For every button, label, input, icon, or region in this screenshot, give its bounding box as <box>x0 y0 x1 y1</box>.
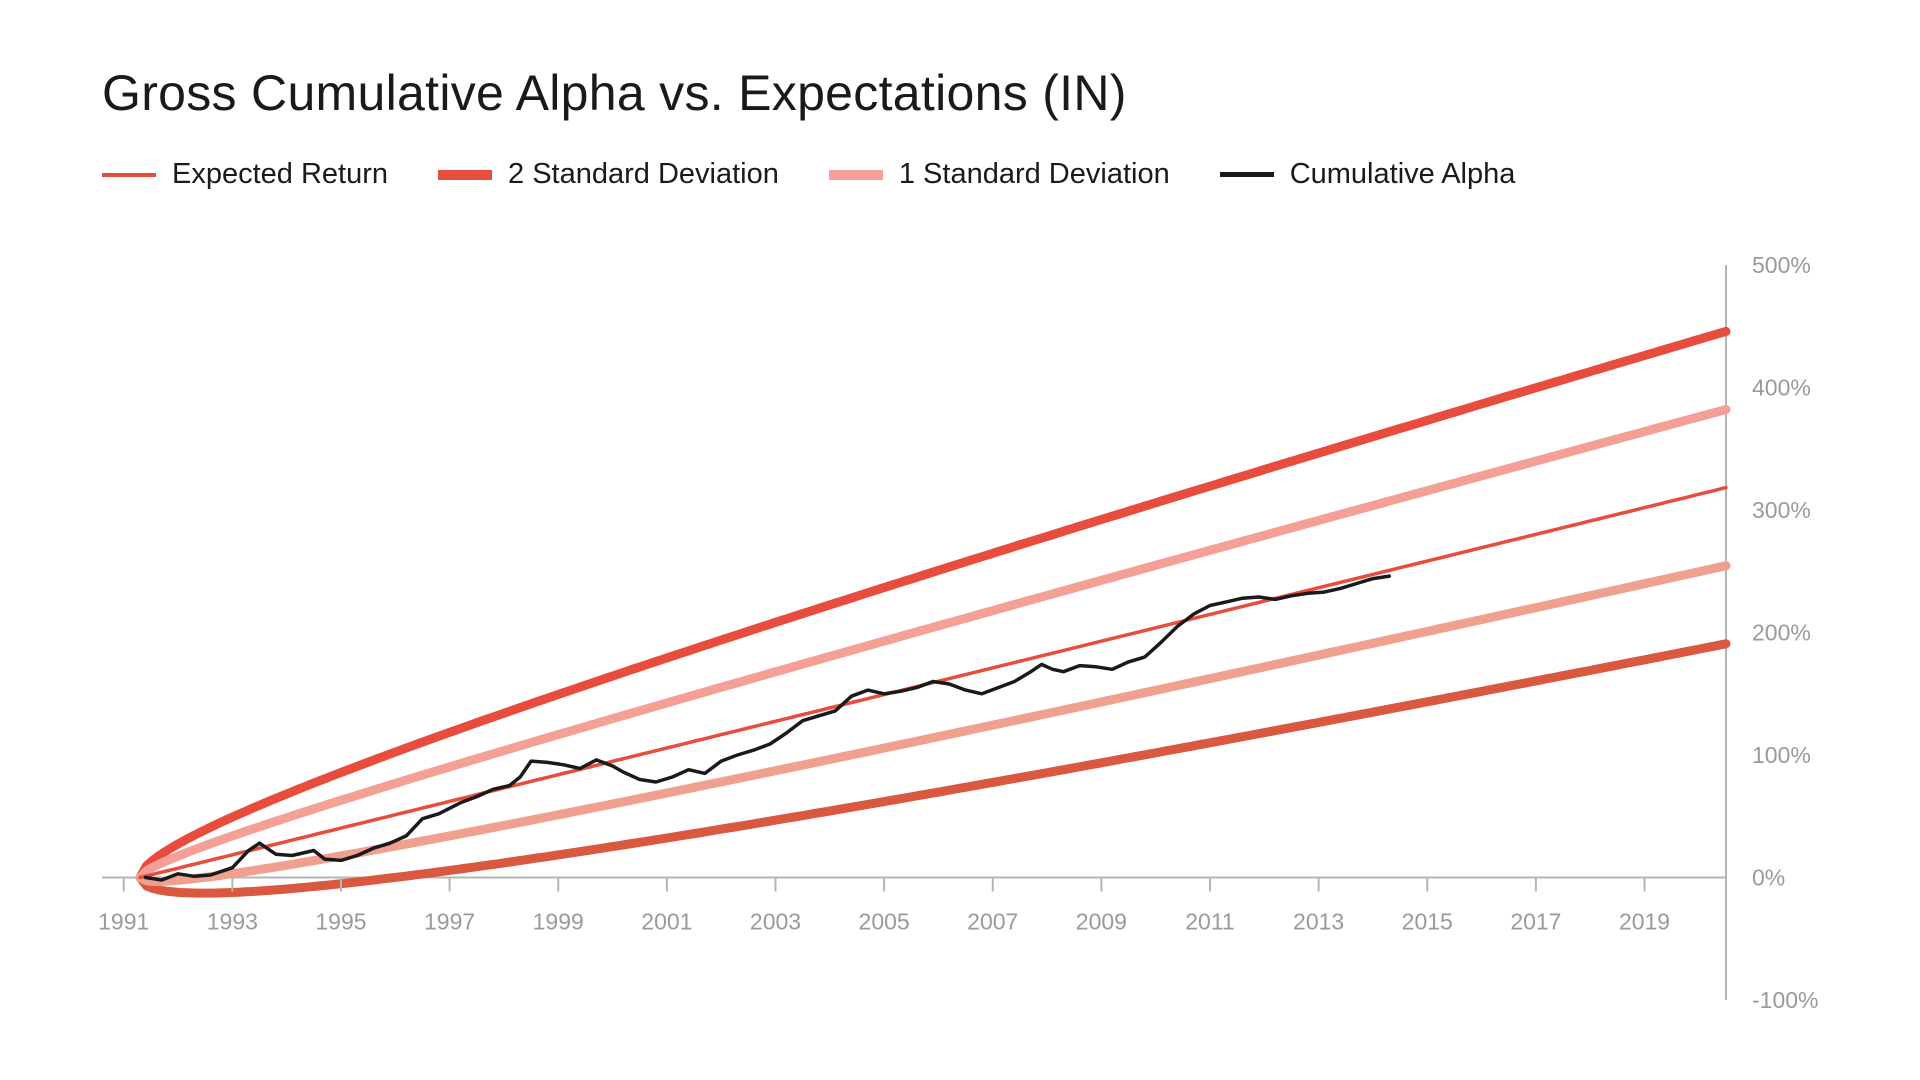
x-tick-label: 1999 <box>533 909 584 935</box>
legend: Expected Return 2 Standard Deviation 1 S… <box>102 158 1565 191</box>
x-tick-label: 2003 <box>750 909 801 935</box>
series-line-plus-1-std-dev <box>135 405 1731 882</box>
x-tick-label: 1995 <box>315 909 366 935</box>
y-tick-label: 300% <box>1752 497 1811 523</box>
y-tick-label: 400% <box>1752 375 1811 401</box>
x-tick-label: 2011 <box>1185 909 1234 935</box>
y-tick-label: 500% <box>1752 252 1811 278</box>
legend-label-expected-return: Expected Return <box>172 158 389 190</box>
legend-item-1-standard-deviation: 1 Standard Deviation <box>828 158 1170 191</box>
legend-item-2-standard-deviation: 2 Standard Deviation <box>438 158 779 191</box>
y-tick-label: 100% <box>1752 742 1811 768</box>
legend-label-1-standard-deviation: 1 Standard Deviation <box>898 158 1170 190</box>
series-line-plus-2-std-dev <box>135 326 1731 882</box>
legend-swatch-expected-return <box>102 172 156 177</box>
x-tick-label: 2013 <box>1293 909 1344 935</box>
x-tick-label: 2007 <box>967 909 1018 935</box>
chart-title: Gross Cumulative Alpha vs. Expectations … <box>102 65 1127 121</box>
x-tick-label: 1997 <box>424 909 475 935</box>
x-tick-label: 2001 <box>641 909 692 935</box>
series-line-minus-1-std-dev <box>135 561 1731 886</box>
y-tick-label: 200% <box>1752 620 1811 646</box>
series-line-minus-2-std-dev <box>135 639 1731 898</box>
legend-label-cumulative-alpha: Cumulative Alpha <box>1289 158 1516 190</box>
x-tick-label: 1993 <box>207 909 258 935</box>
legend-swatch-2-standard-deviation <box>438 169 493 180</box>
x-tick-label: 2005 <box>859 909 910 935</box>
series-line-cumulative-alpha <box>143 574 1392 882</box>
x-tick-label: 2017 <box>1510 909 1561 935</box>
series-layer <box>135 326 1731 898</box>
y-tick-label: 0% <box>1752 865 1785 891</box>
legend-item-expected-return: Expected Return <box>102 158 388 191</box>
ticks-layer: 1991 1993 1995 1997 1999 2001 2003 2005 2007 2009… <box>98 252 1818 1013</box>
x-tick-label: 1991 <box>98 909 149 935</box>
legend-label-2-standard-deviation: 2 Standard Deviation <box>508 158 779 190</box>
legend-swatch-1-standard-deviation <box>828 169 883 180</box>
x-tick-label: 2015 <box>1402 909 1453 935</box>
x-tick-label: 2019 <box>1619 909 1670 935</box>
y-tick-label: -100% <box>1752 987 1818 1013</box>
legend-item-cumulative-alpha: Cumulative Alpha <box>1219 158 1516 191</box>
x-tick-label: 2009 <box>1076 909 1127 935</box>
legend-swatch-cumulative-alpha <box>1219 172 1274 177</box>
